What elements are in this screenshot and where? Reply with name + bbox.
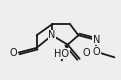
Text: HO: HO [54,49,69,59]
Text: O: O [10,48,17,58]
Text: O: O [93,47,100,57]
Text: N: N [93,35,100,45]
Text: N: N [48,30,56,40]
Text: O: O [82,48,90,58]
